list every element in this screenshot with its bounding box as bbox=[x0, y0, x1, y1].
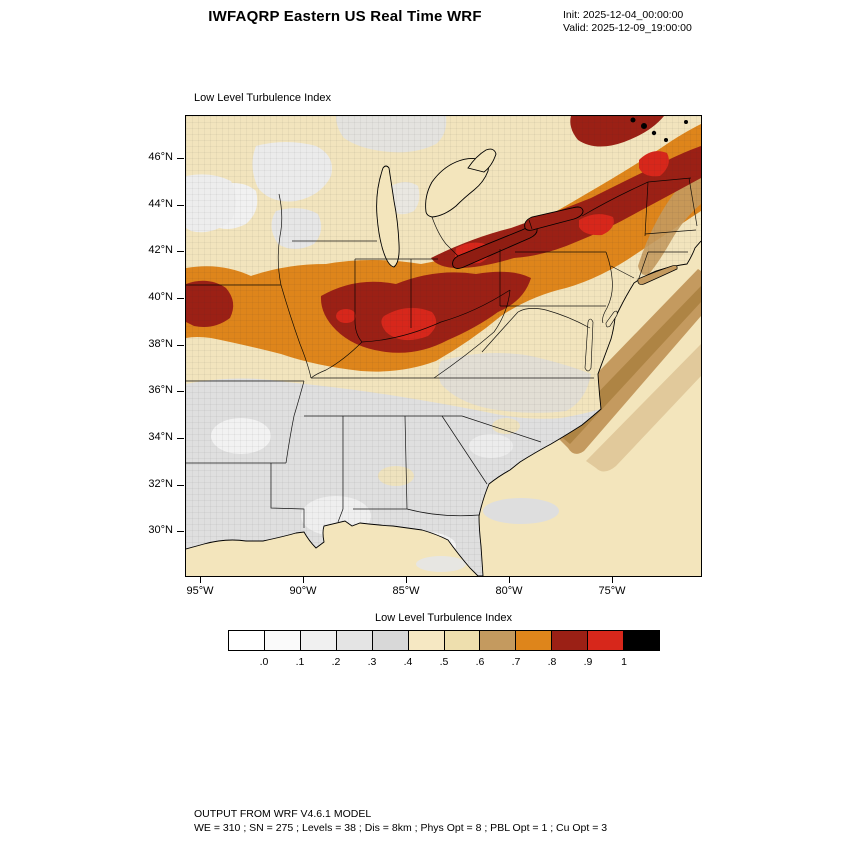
lat-tick-label: 46°N bbox=[148, 151, 173, 163]
colorbar-swatch bbox=[299, 630, 337, 651]
lat-tick-label: 32°N bbox=[148, 477, 173, 490]
colorbar-swatch bbox=[263, 630, 301, 651]
colorbar-tick-label: .5 bbox=[439, 656, 449, 668]
init-time: Init: 2025-12-04_00:00:00 bbox=[563, 9, 684, 21]
colorbar-tick-label: .8 bbox=[547, 656, 557, 668]
lat-tickmark bbox=[177, 484, 184, 486]
long-island bbox=[637, 265, 678, 285]
lat-tickmark bbox=[177, 251, 184, 253]
colorbar-tick-label: .0 bbox=[259, 656, 269, 668]
map-layers bbox=[186, 116, 701, 576]
lake-huron bbox=[425, 157, 489, 218]
lat-tick-label: 42°N bbox=[148, 244, 173, 257]
lon-tick-label: 95°W bbox=[186, 585, 214, 597]
turbulence-map bbox=[186, 116, 701, 576]
great-lakes bbox=[376, 148, 584, 269]
lon-tick-label: 80°W bbox=[495, 585, 523, 597]
colorbar-swatch bbox=[371, 630, 409, 651]
lon-axis: 95°W 90°W 85°W 80°W 75°W bbox=[185, 577, 702, 605]
coastline bbox=[186, 240, 701, 576]
lat-tickmark bbox=[177, 158, 184, 159]
colorbar-ticks: .0 .1 .2 .3 .4 .5 .6 .7 .8 .9 1 bbox=[228, 656, 660, 670]
colorbar-tick-label: .9 bbox=[583, 656, 593, 668]
lon-tickmark bbox=[406, 577, 407, 583]
colorbar-tick-label: .7 bbox=[511, 656, 521, 668]
colorbar-tick-label: .1 bbox=[295, 656, 305, 668]
lat-tickmark bbox=[177, 437, 184, 439]
state-borders bbox=[186, 177, 698, 528]
lon-tickmark bbox=[509, 577, 510, 583]
colorbar-swatch bbox=[551, 630, 589, 651]
lon-tick-label: 75°W bbox=[598, 585, 626, 597]
lon-tickmark bbox=[200, 577, 201, 583]
georgian-bay bbox=[467, 148, 497, 173]
chesapeake-bay bbox=[584, 318, 594, 372]
colorbar-swatch bbox=[443, 630, 481, 651]
colorbar-swatch bbox=[587, 630, 625, 651]
colorbar-tick-label: 1 bbox=[621, 656, 627, 668]
map-frame bbox=[185, 115, 702, 577]
colorbar-swatches bbox=[228, 630, 661, 651]
map-field-title: Low Level Turbulence Index bbox=[194, 92, 331, 104]
lat-tick-label: 44°N bbox=[148, 197, 173, 210]
lat-tickmark bbox=[177, 531, 184, 533]
lon-tickmark bbox=[303, 577, 304, 583]
colorbar-swatch bbox=[335, 630, 373, 651]
lat-tick-label: 36°N bbox=[148, 384, 173, 397]
colorbar-tick-label: .2 bbox=[331, 656, 341, 668]
lat-tickmark bbox=[177, 297, 184, 299]
colorbar-tick-label: .4 bbox=[403, 656, 413, 668]
lon-tick-label: 90°W bbox=[289, 585, 317, 597]
colorbar-tick-label: .6 bbox=[475, 656, 485, 668]
colorbar-title: Low Level Turbulence Index bbox=[375, 612, 512, 624]
lon-tick-label: 85°W bbox=[392, 585, 420, 597]
valid-time: Valid: 2025-12-09_19:00:00 bbox=[563, 22, 692, 34]
lat-tick-label: 38°N bbox=[148, 337, 173, 350]
run-info: Init: 2025-12-04_00:00:00 Valid: 2025-12… bbox=[563, 9, 692, 35]
lat-tick-label: 40°N bbox=[148, 290, 173, 303]
lon-tickmark bbox=[612, 577, 613, 583]
lat-tickmark bbox=[177, 344, 184, 346]
colorbar-swatch bbox=[515, 630, 553, 651]
footer-model: OUTPUT FROM WRF V4.6.1 MODEL bbox=[194, 808, 372, 820]
colorbar-swatch bbox=[623, 630, 661, 651]
offshore-tan-band bbox=[586, 344, 701, 472]
lat-tickmark bbox=[177, 391, 184, 393]
footer-config: WE = 310 ; SN = 275 ; Levels = 38 ; Dis … bbox=[194, 822, 608, 834]
colorbar-swatch bbox=[407, 630, 445, 651]
lat-tick-label: 30°N bbox=[148, 524, 173, 537]
delaware-bay bbox=[605, 310, 618, 328]
lat-tick-label: 34°N bbox=[148, 430, 173, 443]
colorbar-swatch bbox=[228, 630, 265, 651]
colorbar-swatch bbox=[479, 630, 517, 651]
lat-axis: 46°N 44°N 42°N 40°N 38°N 36°N 34°N 32°N 30°N bbox=[118, 115, 184, 577]
colorbar-tick-label: .3 bbox=[367, 656, 377, 668]
lake-ontario bbox=[524, 206, 584, 231]
lat-tickmark bbox=[177, 204, 184, 206]
figure-title: IWFAQRP Eastern US Real Time WRF bbox=[208, 8, 482, 25]
